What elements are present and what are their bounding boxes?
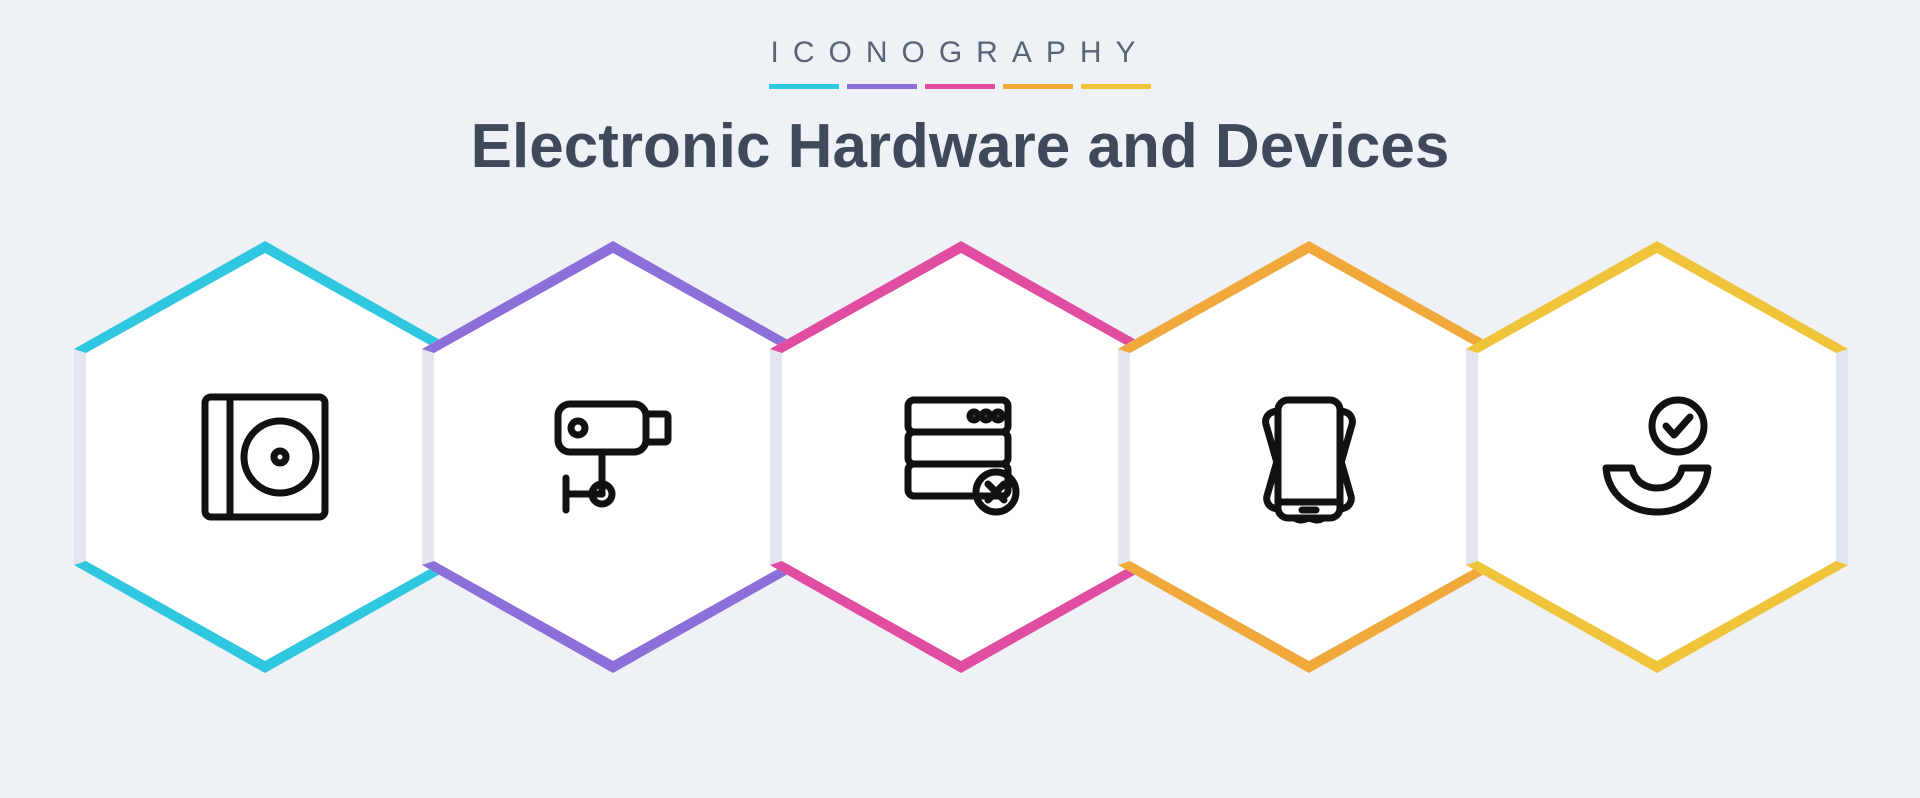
hex-tile-4 xyxy=(1462,237,1852,677)
icon-row xyxy=(70,237,1850,677)
stripe-0 xyxy=(769,84,839,89)
stripe-3 xyxy=(1003,84,1073,89)
hex-tile-1 xyxy=(418,237,808,677)
server-error-icon xyxy=(886,382,1036,532)
cctv-camera-icon xyxy=(538,382,688,532)
accent-stripes xyxy=(471,84,1450,89)
dvd-drive-icon xyxy=(190,382,340,532)
hex-tile-0 xyxy=(70,237,460,677)
call-received-icon xyxy=(1582,382,1732,532)
smartphones-icon xyxy=(1234,382,1384,532)
hex-tile-2 xyxy=(766,237,1156,677)
hex-tile-3 xyxy=(1114,237,1504,677)
page-title: Electronic Hardware and Devices xyxy=(471,111,1450,182)
brand-label: ICONOGRAPHY xyxy=(471,36,1450,70)
stripe-1 xyxy=(847,84,917,89)
header: ICONOGRAPHY Electronic Hardware and Devi… xyxy=(471,36,1450,182)
stripe-2 xyxy=(925,84,995,89)
stripe-4 xyxy=(1081,84,1151,89)
